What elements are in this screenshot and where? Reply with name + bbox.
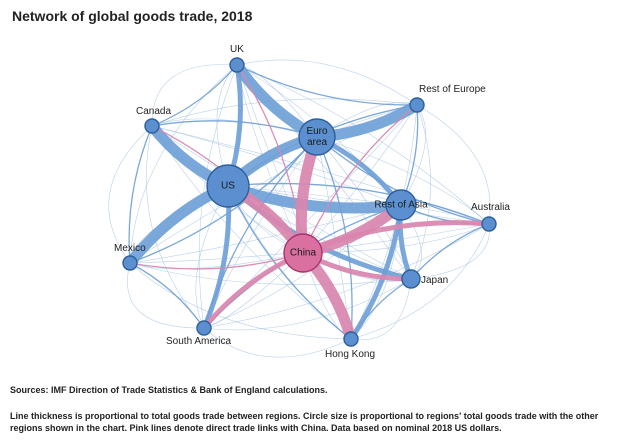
background-link <box>316 136 490 225</box>
node-china: China <box>283 233 323 273</box>
background-link <box>129 262 352 340</box>
background-link <box>302 104 418 254</box>
background-link <box>129 64 238 264</box>
node-label: China <box>290 248 317 259</box>
node-australia: Australia <box>471 202 510 232</box>
trade-link-china-rest-of-europe <box>302 104 418 254</box>
node-circle <box>409 97 425 113</box>
page-title: Network of global goods trade, 2018 <box>12 8 253 24</box>
node-circle <box>229 57 245 73</box>
node-circle <box>343 331 359 347</box>
background-link <box>108 125 153 264</box>
sources-note: Sources: IMF Direction of Trade Statisti… <box>10 385 328 395</box>
background-link <box>151 125 352 340</box>
trade-link-mexico-south-america <box>129 262 205 329</box>
node-label: Hong Kong <box>325 349 375 360</box>
node-label: Australia <box>471 202 510 213</box>
node-circle <box>144 118 160 134</box>
trade-link-hong-kong-us <box>227 185 352 340</box>
node-circle <box>122 255 138 271</box>
background-link <box>151 98 418 127</box>
trade-link-uk-rest-of-europe <box>236 64 418 106</box>
node-canada: Canada <box>136 106 171 134</box>
node-circle <box>298 118 336 156</box>
node-uk: UK <box>229 44 245 73</box>
trade-link-australia-japan <box>410 223 490 280</box>
node-label: Japan <box>421 275 448 286</box>
node-circle <box>206 164 250 208</box>
node-label: US <box>221 181 235 192</box>
node-hong-kong: Hong Kong <box>325 331 375 360</box>
node-circle <box>481 216 497 232</box>
background-link <box>350 278 412 341</box>
background-link <box>151 125 490 225</box>
background-link <box>203 278 412 331</box>
trade-link-canada-mexico <box>128 125 153 264</box>
trade-link-mexico-euro-area <box>129 136 318 264</box>
background-link <box>416 104 491 225</box>
node-circle <box>196 320 212 336</box>
node-circle <box>401 269 421 289</box>
trade-link-australia-us <box>227 182 490 225</box>
background-link <box>236 64 490 225</box>
footnote: Line thickness is proportional to total … <box>10 411 599 433</box>
node-label: Rest of Asia <box>374 200 428 211</box>
network-diagram: UK Rest of Europe Canada Euro area US Rest of … <box>0 30 640 366</box>
background-link <box>203 327 352 358</box>
node-label: South America <box>166 336 231 347</box>
node-label: Euro <box>306 126 328 137</box>
trade-link-china-uk <box>236 64 304 254</box>
background-link <box>410 223 490 280</box>
trade-link-china-mexico <box>129 252 304 270</box>
background-link <box>195 185 229 329</box>
node-label: Rest of Europe <box>419 84 486 95</box>
node-rest-of-asia: Rest of Asia <box>374 189 428 221</box>
background-link <box>410 104 431 280</box>
links-layer <box>108 59 492 358</box>
node-label: area <box>307 137 327 148</box>
node-label: Canada <box>136 106 171 117</box>
node-japan: Japan <box>401 269 448 289</box>
node-us: US <box>206 164 250 208</box>
node-label: UK <box>230 44 244 55</box>
trade-link-uk-canada <box>151 64 238 127</box>
trade-link-canada-euro-area <box>151 120 318 138</box>
node-rest-of-europe: Rest of Europe <box>409 84 486 113</box>
node-circle <box>385 189 417 221</box>
background-link <box>129 204 402 264</box>
background-link <box>151 118 318 138</box>
background-link <box>236 59 418 106</box>
background-link <box>350 223 490 340</box>
background-link <box>127 262 205 329</box>
node-mexico: Mexico <box>114 243 146 271</box>
trade-link-china-australia <box>300 220 492 256</box>
node-circle <box>283 233 323 273</box>
node-label: Mexico <box>114 243 146 254</box>
node-south-america: South America <box>166 320 231 347</box>
background-link <box>151 64 238 127</box>
background-link <box>129 262 412 286</box>
